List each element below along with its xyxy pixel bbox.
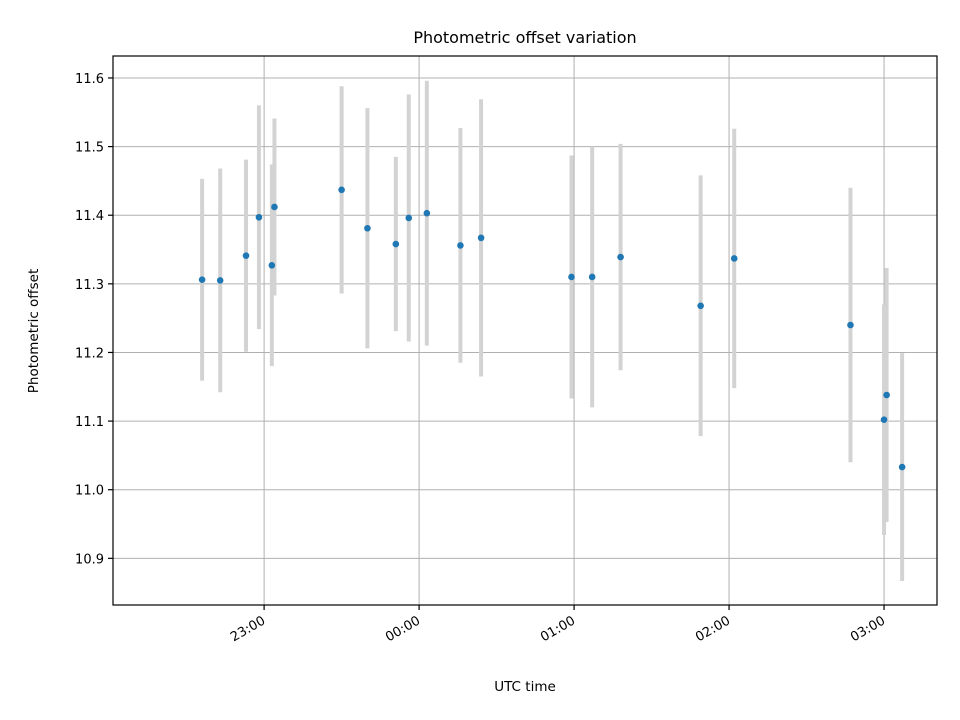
grid-layer (113, 56, 937, 605)
data-point (588, 273, 596, 281)
x-tick-label: 03:00 (848, 613, 888, 645)
y-tick-label: 11.5 (75, 141, 104, 156)
data-point (423, 209, 431, 217)
data-point (364, 224, 371, 232)
data-point (338, 186, 345, 194)
y-tick-label: 11.6 (75, 72, 104, 87)
chart-title: Photometric offset variation (413, 28, 636, 47)
data-point (617, 253, 624, 261)
x-axis-label: UTC time (494, 679, 556, 695)
x-tick-label: 02:00 (693, 613, 733, 645)
data-point (242, 252, 250, 259)
data-point (392, 240, 400, 248)
y-tick-label: 11.0 (75, 484, 104, 499)
data-point (880, 416, 888, 424)
y-tick-label: 10.9 (75, 552, 104, 567)
data-point (697, 302, 704, 310)
y-tick-label: 11.3 (75, 278, 104, 293)
data-point (898, 463, 906, 471)
data-point (457, 242, 464, 249)
data-point (268, 262, 276, 269)
x-tick-label: 01:00 (538, 613, 578, 645)
plot-frame (112, 55, 938, 606)
y-tick-label: 11.1 (75, 415, 104, 430)
data-point (216, 277, 224, 284)
data-point (883, 391, 890, 399)
data-point (730, 255, 738, 262)
data-point (271, 203, 278, 211)
data-point (568, 273, 575, 281)
y-tick-label: 11.4 (75, 209, 104, 224)
errorbar-layer (200, 80, 905, 581)
data-point (477, 234, 485, 242)
x-tick-label: 23:00 (228, 613, 268, 645)
data-point (198, 276, 206, 284)
y-axis-label: Photometric offset (26, 269, 42, 393)
data-point (847, 321, 854, 329)
y-tick-label: 11.2 (75, 346, 104, 361)
data-point (405, 214, 413, 222)
data-point (255, 213, 263, 221)
point-layer (198, 186, 906, 471)
x-tick-label: 00:00 (383, 613, 423, 645)
